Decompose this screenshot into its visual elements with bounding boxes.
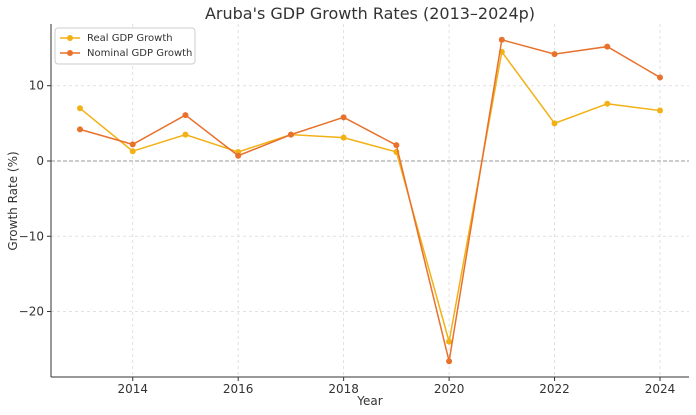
legend: Real GDP Growth Nominal GDP Growth <box>54 27 196 65</box>
series-line-0 <box>79 50 661 342</box>
series-1 <box>77 36 663 365</box>
y-axis-label: Growth Rate (%) <box>6 151 20 250</box>
y-tick-label: −10 <box>19 229 44 243</box>
data-point <box>182 112 189 119</box>
data-point <box>551 51 558 58</box>
series-0 <box>77 48 663 345</box>
data-point <box>129 141 136 148</box>
y-tick-label: 0 <box>36 154 44 168</box>
data-point <box>393 142 400 149</box>
data-point <box>446 358 453 365</box>
x-tick-label: 2024 <box>645 382 676 396</box>
legend-label-nominal: Nominal GDP Growth <box>87 48 192 59</box>
series-line-1 <box>79 38 661 362</box>
legend-marker-nominal <box>67 50 73 56</box>
data-point <box>77 105 83 112</box>
data-point <box>657 107 663 114</box>
chart-title: Aruba's GDP Growth Rates (2013–2024p) <box>205 4 535 23</box>
legend-label-real: Real GDP Growth <box>87 33 173 44</box>
x-axis-label: Year <box>356 394 382 408</box>
data-point <box>657 74 663 81</box>
axes <box>50 24 689 378</box>
y-tick-label: 10 <box>29 79 44 93</box>
x-tick-label: 2022 <box>539 382 570 396</box>
data-point <box>129 148 136 155</box>
x-ticks: 2014 2016 2018 2020 2022 2024 <box>117 377 675 396</box>
data-point <box>235 152 242 159</box>
x-tick-label: 2014 <box>117 382 148 396</box>
x-tick-label: 2020 <box>434 382 465 396</box>
data-point <box>604 100 611 107</box>
y-tick-label: −20 <box>19 305 44 319</box>
series-lines <box>77 36 663 365</box>
data-point <box>77 126 83 133</box>
legend-marker-real <box>67 35 73 41</box>
data-point <box>340 114 347 121</box>
legend-box <box>54 27 196 65</box>
grid <box>51 24 689 377</box>
x-tick-label: 2018 <box>328 382 359 396</box>
data-point <box>604 43 611 50</box>
x-tick-label: 2016 <box>223 382 254 396</box>
data-point <box>340 134 347 141</box>
data-point <box>182 131 189 138</box>
data-point <box>498 36 505 43</box>
y-ticks: 10 0 −10 −20 <box>19 79 51 319</box>
data-point <box>446 338 453 345</box>
data-point <box>287 131 294 138</box>
data-point <box>551 120 558 127</box>
